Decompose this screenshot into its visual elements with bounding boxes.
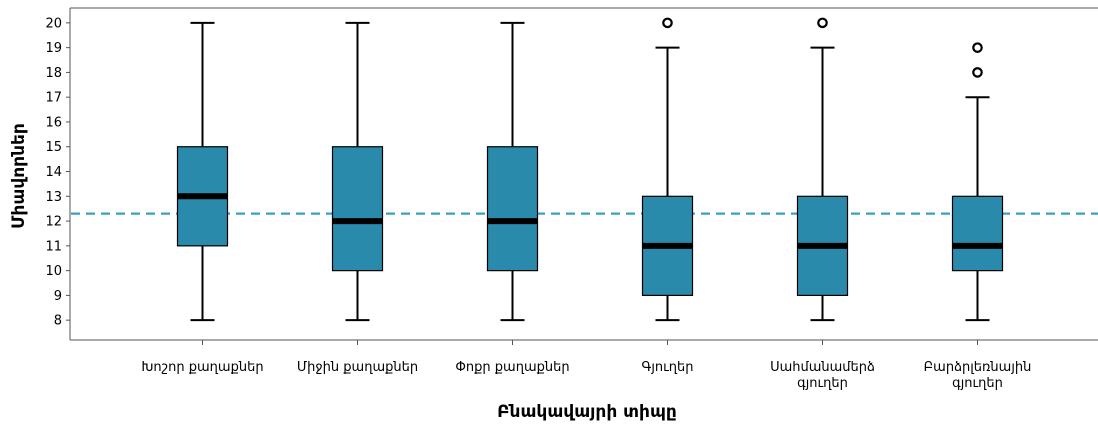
x-category-label-line: Խոշոր քաղաքներ (141, 360, 263, 375)
outlier-point (662, 17, 673, 29)
x-category-label: Փոքր քաղաքներ (455, 360, 569, 375)
x-category-label: Խոշոր քաղաքներ (141, 360, 263, 375)
y-axis: 8 9 10 11 12 13 14 15 16 17 18 19 20 (45, 16, 70, 329)
y-tick-label: 18 (45, 66, 62, 81)
x-category-label-line: Միջին քաղաքներ (297, 360, 418, 375)
x-category-label: Բարձրլեռնային գյուղեր (924, 360, 1032, 391)
y-tick-label: 19 (45, 41, 62, 56)
x-axis-title: Բնակավայրի տիպը (497, 402, 677, 422)
box-group (951, 42, 1004, 322)
iqr-box (331, 146, 384, 272)
outlier-point (972, 67, 983, 78)
x-category-label: Միջին քաղաքներ (297, 360, 418, 375)
x-category-label-line: գյուղեր (797, 376, 848, 391)
y-tick-label: 12 (45, 215, 62, 230)
y-tick-label: 15 (45, 140, 62, 155)
outlier-point (972, 42, 983, 53)
x-category-label-line: Բարձրլեռնային (924, 360, 1032, 375)
x-category-label-line: Սահմանամերձ (770, 360, 875, 375)
x-category-label-line: Փոքր քաղաքներ (455, 360, 569, 375)
box-group (331, 21, 384, 322)
outlier-point (817, 17, 828, 29)
x-category-label: Սահմանամերձ գյուղեր (770, 360, 875, 391)
y-tick-label: 8 (54, 314, 62, 329)
y-tick-label: 20 (45, 16, 62, 31)
iqr-box (486, 146, 539, 272)
y-tick-label: 9 (54, 289, 62, 304)
x-axis: Խոշոր քաղաքներ Միջին քաղաքներ Փոքր քաղաքնե… (141, 340, 1031, 391)
y-axis-title: Միավորներ (9, 123, 29, 229)
y-tick-label: 16 (45, 115, 62, 130)
y-tick-label: 17 (45, 91, 62, 106)
x-category-label-line: Գյուղեր (642, 360, 694, 375)
y-tick-label: 13 (45, 190, 62, 205)
y-tick-label: 14 (45, 165, 62, 180)
box-group (176, 21, 229, 322)
box-group (486, 21, 539, 322)
plot-frame (69, 7, 1098, 341)
boxes-layer (176, 17, 1004, 322)
box-group (796, 17, 849, 322)
x-category-label: Գյուղեր (642, 360, 694, 375)
box-group (641, 17, 694, 322)
y-tick-label: 11 (45, 239, 62, 254)
iqr-box (951, 195, 1004, 272)
x-category-label-line: գյուղեր (952, 376, 1003, 391)
y-tick-label: 10 (45, 264, 62, 279)
